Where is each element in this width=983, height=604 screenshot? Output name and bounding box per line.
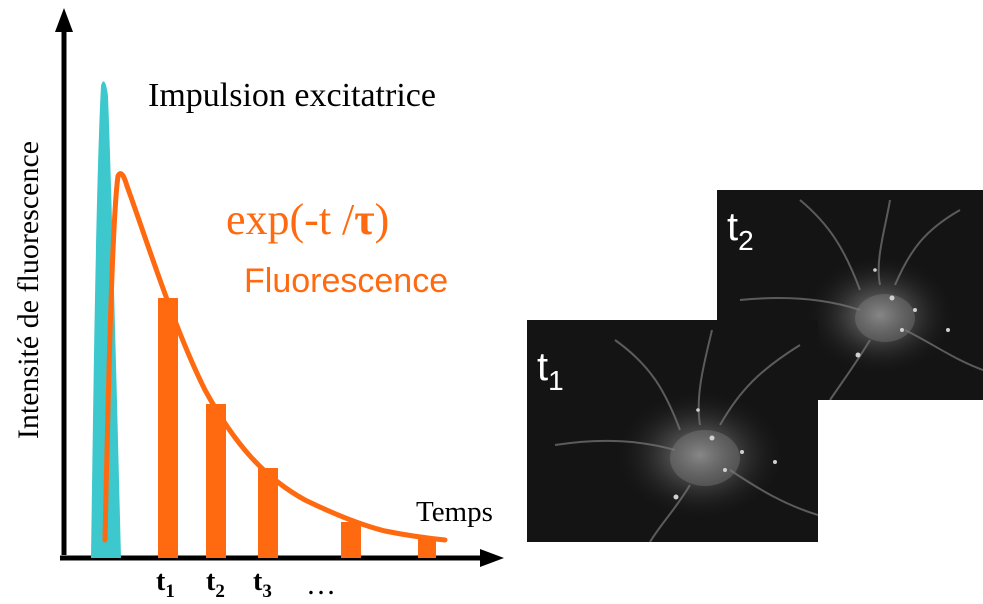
fluorescence-decay-curve (102, 171, 448, 543)
gate-bar-t1 (158, 298, 178, 558)
y-axis-label: Intensité de fluorescence (12, 141, 45, 439)
y-axis (55, 8, 73, 555)
gate-bar-t2 (206, 404, 226, 558)
excitation-pulse (91, 81, 121, 558)
micrograph-t2-label: t2 (727, 205, 754, 256)
gate-label-t3: t3 (253, 566, 272, 602)
gate-label-t2: t2 (206, 566, 225, 602)
decay-formula: exp(-t /τ) (226, 195, 389, 244)
gate-bar-t5 (418, 538, 436, 558)
gate-ellipsis: … (306, 568, 336, 601)
micrograph-t1-label: t1 (537, 345, 564, 396)
gate-bar-t4 (341, 522, 361, 558)
excitation-pulse-label: Impulsion excitatrice (148, 77, 436, 114)
x-axis-label: Temps (416, 496, 493, 528)
formula-suffix: ) (375, 195, 390, 244)
gate-label-t1: t1 (156, 566, 175, 602)
x-axis (60, 549, 504, 567)
time-gate-bars (158, 298, 436, 558)
micrograph-t1: t1 (527, 320, 818, 542)
gate-time-labels: t1 t2 t3 … (156, 566, 336, 602)
formula-prefix: exp(-t / (226, 195, 355, 244)
fluorescence-label: Fluorescence (244, 262, 448, 300)
gate-bar-t3 (258, 468, 278, 558)
tau-symbol: τ (354, 195, 374, 244)
